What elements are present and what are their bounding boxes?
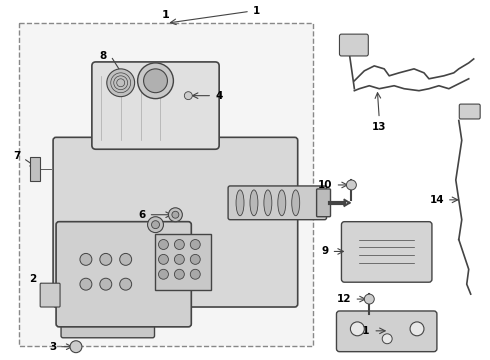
Circle shape — [158, 239, 169, 249]
Circle shape — [169, 208, 182, 222]
Circle shape — [410, 322, 424, 336]
Text: 9: 9 — [321, 247, 328, 256]
Circle shape — [70, 341, 82, 353]
Circle shape — [120, 253, 132, 265]
FancyBboxPatch shape — [19, 23, 313, 346]
Text: 5: 5 — [119, 226, 125, 237]
Circle shape — [382, 334, 392, 344]
Circle shape — [190, 255, 200, 264]
Text: 1: 1 — [253, 6, 260, 16]
Text: 6: 6 — [138, 210, 146, 220]
Text: 2: 2 — [29, 274, 36, 284]
Circle shape — [107, 69, 135, 96]
FancyBboxPatch shape — [61, 312, 154, 338]
FancyBboxPatch shape — [228, 186, 326, 220]
Text: 10: 10 — [318, 180, 333, 190]
Text: 11: 11 — [356, 326, 370, 336]
Circle shape — [80, 253, 92, 265]
Circle shape — [350, 322, 365, 336]
Circle shape — [172, 211, 179, 218]
FancyBboxPatch shape — [337, 311, 437, 352]
Text: 8: 8 — [99, 51, 107, 61]
Text: 4: 4 — [215, 91, 222, 101]
Text: 12: 12 — [337, 294, 351, 304]
Circle shape — [144, 69, 168, 93]
Circle shape — [365, 294, 374, 304]
Circle shape — [158, 269, 169, 279]
Circle shape — [100, 253, 112, 265]
Ellipse shape — [250, 190, 258, 216]
Circle shape — [174, 269, 184, 279]
Text: 3: 3 — [49, 342, 56, 352]
Ellipse shape — [236, 190, 244, 216]
FancyBboxPatch shape — [92, 62, 219, 149]
Circle shape — [190, 239, 200, 249]
Circle shape — [346, 180, 356, 190]
Circle shape — [151, 221, 159, 229]
FancyBboxPatch shape — [40, 283, 60, 307]
FancyBboxPatch shape — [317, 189, 331, 217]
Text: 13: 13 — [372, 122, 387, 132]
Text: 7: 7 — [13, 151, 20, 161]
Ellipse shape — [278, 190, 286, 216]
FancyBboxPatch shape — [56, 222, 191, 327]
FancyBboxPatch shape — [30, 157, 40, 181]
Circle shape — [138, 63, 173, 99]
FancyBboxPatch shape — [53, 137, 298, 307]
Circle shape — [147, 217, 164, 233]
Text: 1: 1 — [162, 10, 170, 20]
Ellipse shape — [292, 190, 300, 216]
Circle shape — [174, 239, 184, 249]
Circle shape — [158, 255, 169, 264]
Ellipse shape — [264, 190, 272, 216]
FancyBboxPatch shape — [342, 222, 432, 282]
FancyBboxPatch shape — [154, 234, 211, 290]
Circle shape — [184, 92, 192, 100]
Circle shape — [80, 278, 92, 290]
Text: +: + — [72, 342, 80, 352]
Circle shape — [174, 255, 184, 264]
FancyBboxPatch shape — [459, 104, 480, 119]
FancyBboxPatch shape — [340, 34, 368, 56]
Circle shape — [190, 269, 200, 279]
Circle shape — [120, 278, 132, 290]
Circle shape — [100, 278, 112, 290]
Text: 14: 14 — [430, 195, 445, 205]
